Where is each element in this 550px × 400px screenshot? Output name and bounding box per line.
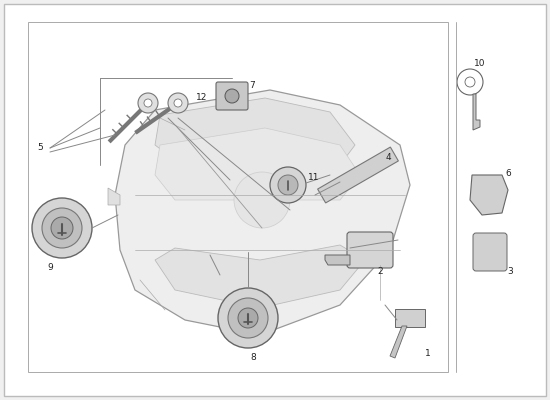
Circle shape [32, 198, 92, 258]
Circle shape [144, 99, 152, 107]
Circle shape [51, 217, 73, 239]
Circle shape [234, 172, 290, 228]
FancyBboxPatch shape [395, 309, 425, 327]
Circle shape [42, 208, 82, 248]
Circle shape [465, 77, 475, 87]
Circle shape [138, 93, 158, 113]
Polygon shape [473, 94, 480, 130]
Text: 11: 11 [308, 172, 320, 182]
Circle shape [238, 308, 258, 328]
FancyBboxPatch shape [473, 233, 507, 271]
Text: 6: 6 [505, 168, 511, 178]
Polygon shape [108, 188, 120, 205]
Circle shape [278, 175, 298, 195]
Polygon shape [115, 90, 410, 335]
Circle shape [218, 288, 278, 348]
Text: 7: 7 [249, 82, 255, 90]
Polygon shape [155, 128, 360, 200]
FancyBboxPatch shape [28, 22, 448, 372]
Circle shape [174, 99, 182, 107]
Circle shape [270, 167, 306, 203]
Text: 5: 5 [37, 144, 43, 152]
Circle shape [168, 93, 188, 113]
Text: 1: 1 [425, 348, 431, 358]
Text: 4: 4 [385, 152, 391, 162]
Text: 3: 3 [507, 268, 513, 276]
Polygon shape [325, 255, 350, 265]
Text: 2: 2 [377, 268, 383, 276]
Circle shape [225, 89, 239, 103]
Polygon shape [155, 98, 355, 165]
Polygon shape [155, 245, 365, 308]
FancyBboxPatch shape [347, 232, 393, 268]
Text: 9: 9 [47, 264, 53, 272]
FancyBboxPatch shape [216, 82, 248, 110]
FancyBboxPatch shape [4, 4, 546, 396]
Polygon shape [318, 147, 398, 203]
Text: 12: 12 [196, 94, 208, 102]
Text: 10: 10 [474, 60, 486, 68]
Circle shape [228, 298, 268, 338]
Text: 8: 8 [250, 354, 256, 362]
Polygon shape [390, 326, 407, 358]
Polygon shape [470, 175, 508, 215]
